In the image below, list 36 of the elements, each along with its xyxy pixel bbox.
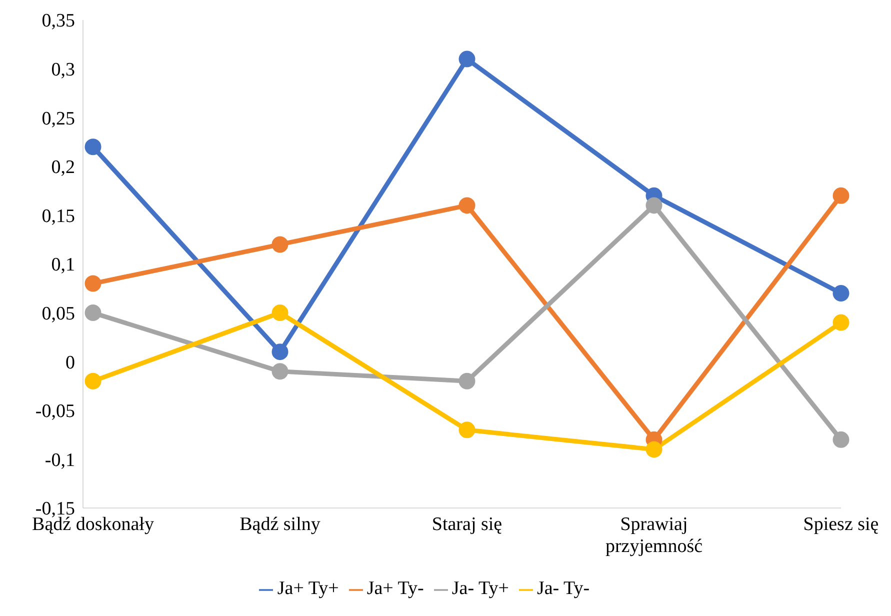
point [272,363,288,380]
x-tick-label: Spiesz się [803,514,879,535]
legend-label: Ja+ Ty+ [277,578,339,599]
y-tick-label: 0,15 [42,206,75,227]
point [832,431,850,448]
point [832,314,850,331]
y-tick-label: 0,3 [51,60,75,81]
legend-label: Ja- Ty- [536,578,590,599]
point [458,50,476,68]
point [272,236,288,253]
y-tick-label: 0,2 [51,157,75,178]
point [84,275,102,292]
legend-label: Ja+ Ty- [366,578,424,599]
point [272,344,288,360]
y-tick-label: 0,35 [42,10,75,32]
legend-label: Ja- Ty+ [452,578,509,599]
x-tick-label: Sprawiaj przyjemność [605,514,703,557]
y-tick-label: -0,1 [44,450,75,471]
point [458,422,476,438]
y-tick-label: 0,1 [51,254,75,276]
x-tick-label: Staraj się [432,514,502,535]
point [84,304,102,322]
point [458,197,476,214]
point [84,372,102,390]
point [458,372,476,390]
y-tick-label: -0,05 [35,401,75,422]
point [272,304,288,322]
y-tick-label: 0,25 [42,108,75,130]
y-tick-label: 0,05 [42,304,75,325]
y-tick-label: 0 [66,352,75,374]
point [832,285,850,302]
point [646,441,662,458]
point [646,197,662,214]
point [832,187,850,204]
point [84,138,102,156]
x-tick-label: Bądź silny [240,514,321,535]
